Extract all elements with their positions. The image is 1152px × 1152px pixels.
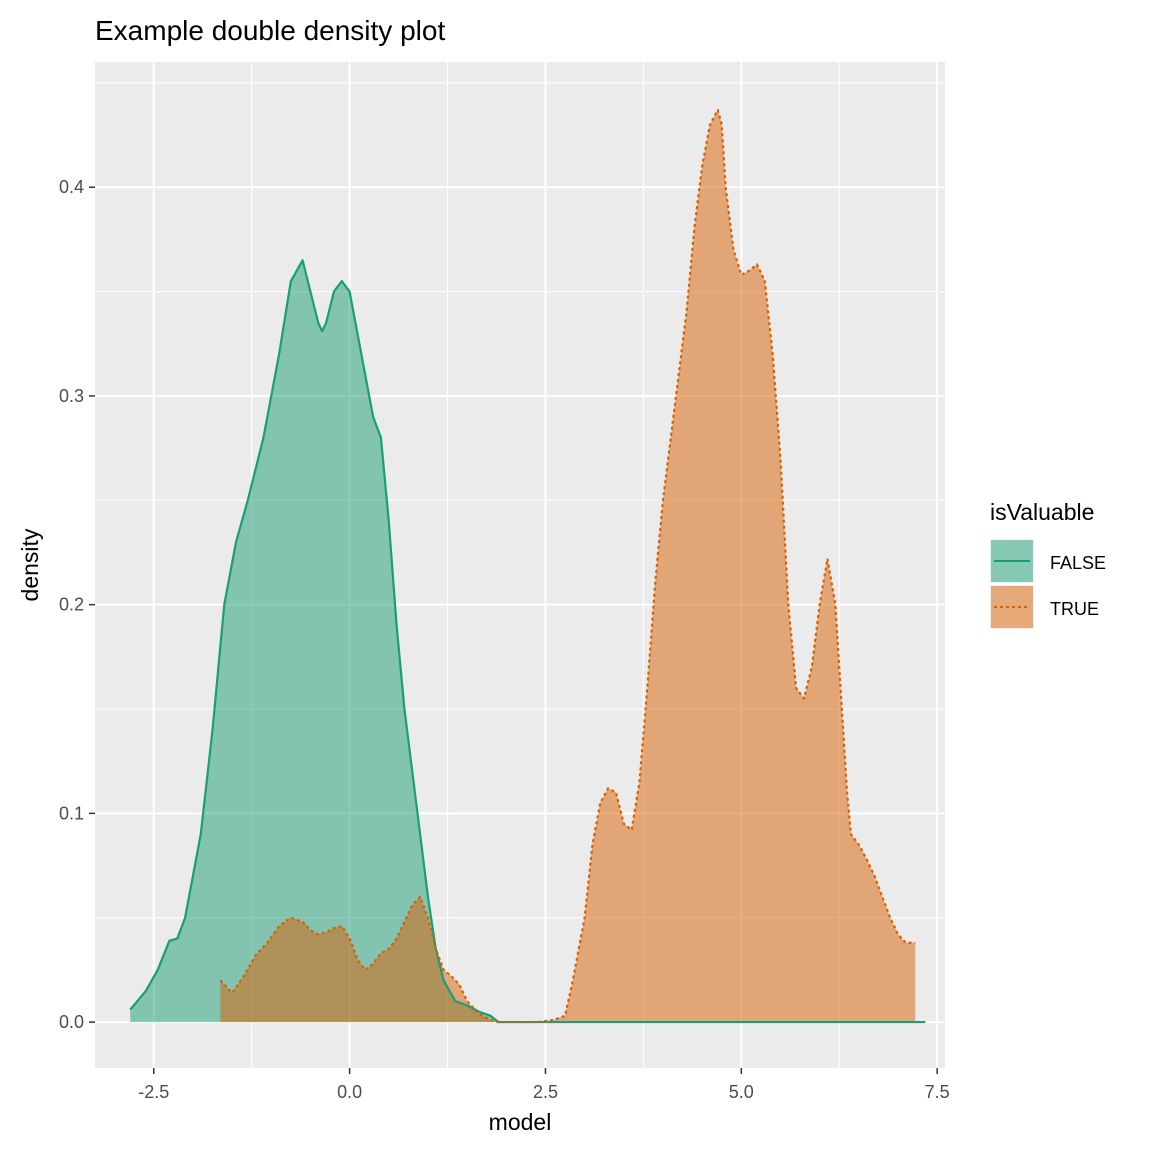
- x-axis-ticks: -2.5 0.0 2.5 5.0 7.5: [138, 1068, 950, 1102]
- density-lines: [129, 108, 926, 1024]
- legend-item-false: FALSE: [990, 539, 1106, 583]
- density-line-false: [129, 259, 926, 1024]
- legend: isValuable FALSE TRUE: [990, 499, 1106, 629]
- x-tick-label: 2.5: [533, 1082, 558, 1102]
- minor-gridlines: [95, 62, 945, 1068]
- y-tick-label: 0.0: [59, 1012, 84, 1032]
- y-tick-label: 0.2: [59, 595, 84, 615]
- legend-title: isValuable: [990, 499, 1094, 525]
- y-axis-ticks: 0.0 0.1 0.2 0.3 0.4: [59, 177, 95, 1032]
- density-area-true: [220, 110, 916, 1023]
- legend-label-false: FALSE: [1050, 553, 1106, 573]
- y-tick-label: 0.3: [59, 386, 84, 406]
- y-tick-label: 0.4: [59, 177, 84, 197]
- legend-item-true: TRUE: [990, 585, 1099, 629]
- density-area-false: [130, 260, 926, 1023]
- density-line-true: [219, 108, 916, 1024]
- density-fills: [130, 110, 926, 1023]
- y-tick-label: 0.1: [59, 803, 84, 823]
- x-tick-label: -2.5: [138, 1082, 169, 1102]
- x-axis-title: model: [489, 1109, 552, 1135]
- legend-label-true: TRUE: [1050, 599, 1099, 619]
- x-tick-label: 7.5: [925, 1082, 950, 1102]
- chart-title: Example double density plot: [95, 15, 445, 46]
- y-axis-title: density: [17, 528, 43, 601]
- x-tick-label: 5.0: [729, 1082, 754, 1102]
- x-tick-label: 0.0: [337, 1082, 362, 1102]
